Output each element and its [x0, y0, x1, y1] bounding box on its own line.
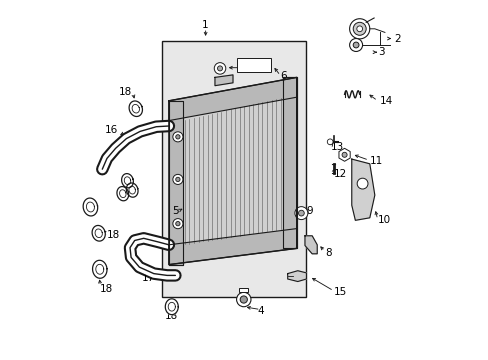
- Text: 18: 18: [84, 204, 97, 215]
- Polygon shape: [168, 101, 182, 265]
- Bar: [162, 41, 305, 297]
- Circle shape: [356, 26, 362, 32]
- Circle shape: [342, 152, 346, 157]
- Circle shape: [236, 292, 250, 307]
- Text: 17: 17: [142, 273, 155, 283]
- Text: 2: 2: [393, 33, 400, 44]
- Text: 6: 6: [280, 71, 286, 81]
- Polygon shape: [126, 183, 138, 197]
- Text: 19: 19: [121, 186, 134, 197]
- Text: 18: 18: [165, 311, 178, 321]
- Text: 10: 10: [377, 215, 390, 225]
- Circle shape: [217, 66, 222, 71]
- Polygon shape: [129, 101, 142, 117]
- Circle shape: [214, 63, 225, 74]
- Bar: [239, 288, 247, 292]
- Circle shape: [352, 42, 358, 48]
- Text: 13: 13: [330, 142, 344, 152]
- Text: 11: 11: [369, 156, 382, 166]
- Circle shape: [326, 139, 332, 145]
- Polygon shape: [351, 159, 374, 220]
- Circle shape: [172, 219, 183, 229]
- Circle shape: [349, 39, 362, 51]
- Text: 16: 16: [104, 125, 118, 135]
- Text: 12: 12: [333, 168, 346, 179]
- Polygon shape: [122, 174, 133, 188]
- Polygon shape: [305, 236, 317, 254]
- Polygon shape: [168, 77, 296, 121]
- Circle shape: [175, 221, 180, 226]
- Circle shape: [356, 178, 367, 189]
- Polygon shape: [92, 225, 105, 241]
- Polygon shape: [165, 299, 178, 315]
- Polygon shape: [287, 271, 306, 282]
- Polygon shape: [92, 260, 107, 278]
- Text: 9: 9: [306, 206, 312, 216]
- Text: 18: 18: [100, 284, 113, 294]
- Circle shape: [175, 135, 180, 139]
- Circle shape: [352, 22, 366, 35]
- Polygon shape: [83, 198, 98, 216]
- Circle shape: [240, 296, 247, 303]
- Circle shape: [172, 174, 183, 184]
- Polygon shape: [168, 229, 296, 265]
- Polygon shape: [283, 77, 296, 248]
- Text: 18: 18: [107, 230, 120, 240]
- Circle shape: [298, 210, 304, 216]
- Text: 3: 3: [377, 47, 384, 57]
- Polygon shape: [215, 75, 232, 86]
- Polygon shape: [168, 77, 296, 265]
- Text: 1: 1: [202, 20, 208, 30]
- Text: 5: 5: [172, 206, 179, 216]
- Text: 8: 8: [325, 248, 331, 258]
- Bar: [237, 58, 271, 72]
- Text: 7: 7: [247, 63, 254, 73]
- Circle shape: [175, 177, 180, 181]
- Text: 18: 18: [119, 87, 132, 97]
- Text: 15: 15: [333, 287, 346, 297]
- Text: 4: 4: [257, 306, 264, 316]
- Circle shape: [349, 19, 369, 39]
- Polygon shape: [117, 186, 128, 201]
- Circle shape: [294, 207, 307, 220]
- Text: 14: 14: [379, 96, 392, 106]
- Circle shape: [172, 132, 183, 142]
